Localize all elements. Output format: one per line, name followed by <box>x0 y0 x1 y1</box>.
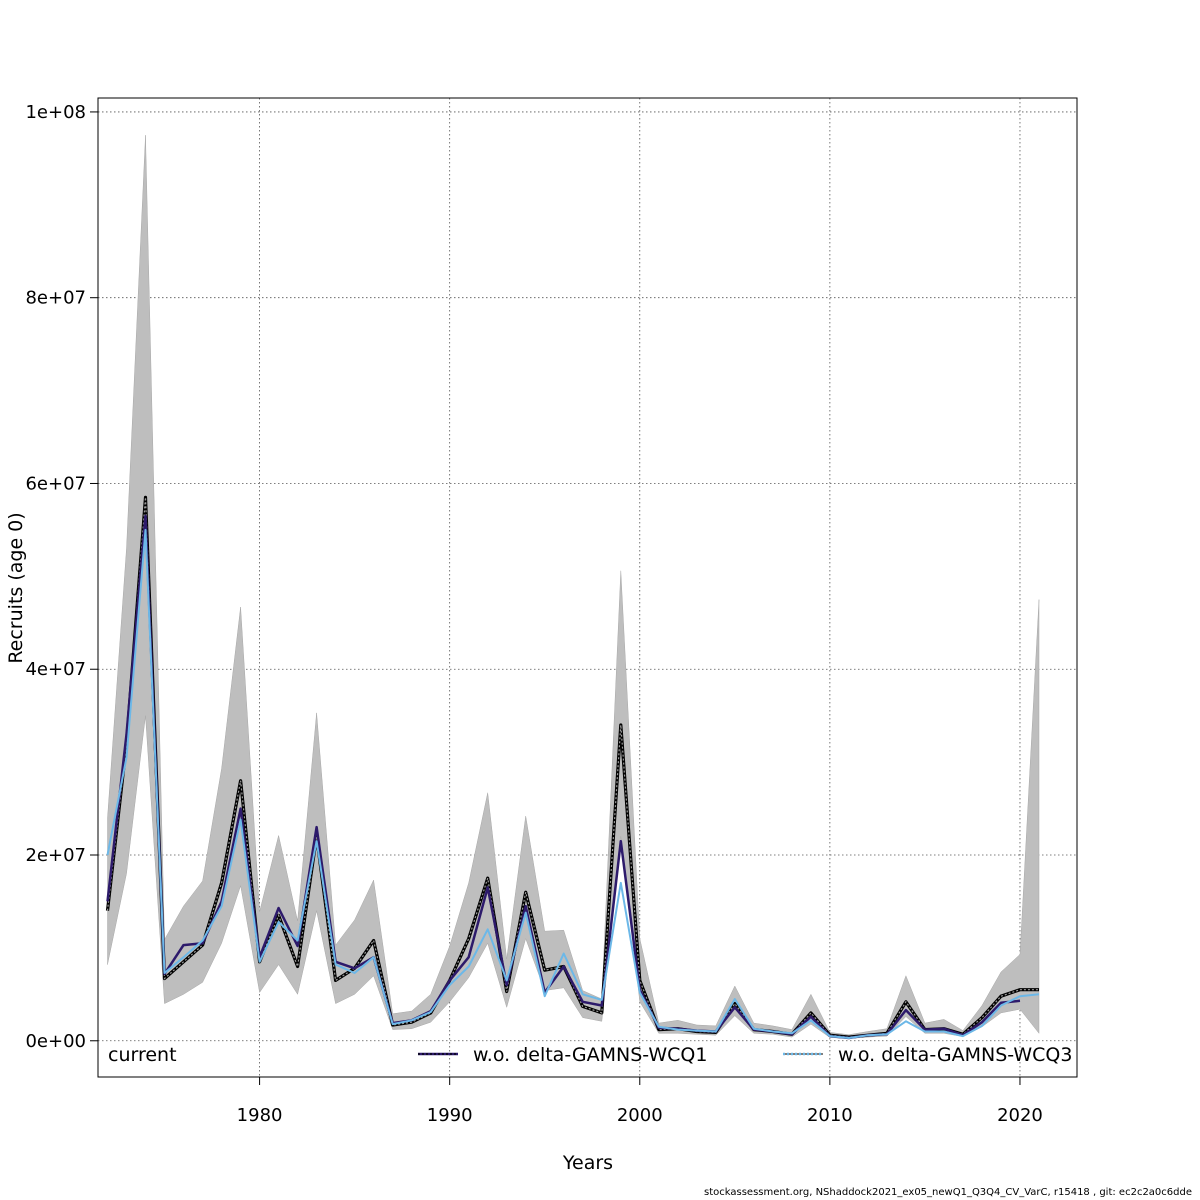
footer-caption: stockassessment.org, NShaddock2021_ex05_… <box>704 1187 1192 1198</box>
plot-frame <box>97 97 1078 1078</box>
x-axis-title: Years <box>562 1152 613 1174</box>
y-tick-label-1e+08: 1e+08 <box>25 102 86 123</box>
series-lines-layer <box>105 495 1040 1040</box>
axes: 1980 1990 2000 2010 2020 0e+00 2e+07 4e+07 6e+07… <box>25 102 1042 1126</box>
x-tick-label-1990: 1990 <box>427 1105 473 1126</box>
y-tick-label-2e+07: 2e+07 <box>25 845 86 866</box>
y-tick-label-4e+07: 4e+07 <box>25 659 86 680</box>
y-tick-label-6e+07: 6e+07 <box>25 473 86 494</box>
legend-label-wcq3: w.o. delta-GAMNS-WCQ3 <box>838 1044 1072 1066</box>
legend-label-wcq1: w.o. delta-GAMNS-WCQ1 <box>473 1044 707 1066</box>
legend: current w.o. delta-GAMNS-WCQ1 w.o. delta… <box>108 1044 1072 1066</box>
x-tick-label-2020: 2020 <box>997 1105 1043 1126</box>
y-axis-title: Recruits (age 0) <box>5 512 27 663</box>
y-tick-label-8e+07: 8e+07 <box>25 288 86 309</box>
grid <box>98 98 1077 1077</box>
x-tick-label-2000: 2000 <box>617 1105 663 1126</box>
legend-label-current: current <box>108 1044 177 1066</box>
x-tick-label-2010: 2010 <box>807 1105 853 1126</box>
series-line-wcq3 <box>106 528 1040 1039</box>
x-tick-label-1980: 1980 <box>237 1105 283 1126</box>
y-tick-label-0e+00: 0e+00 <box>25 1031 86 1052</box>
